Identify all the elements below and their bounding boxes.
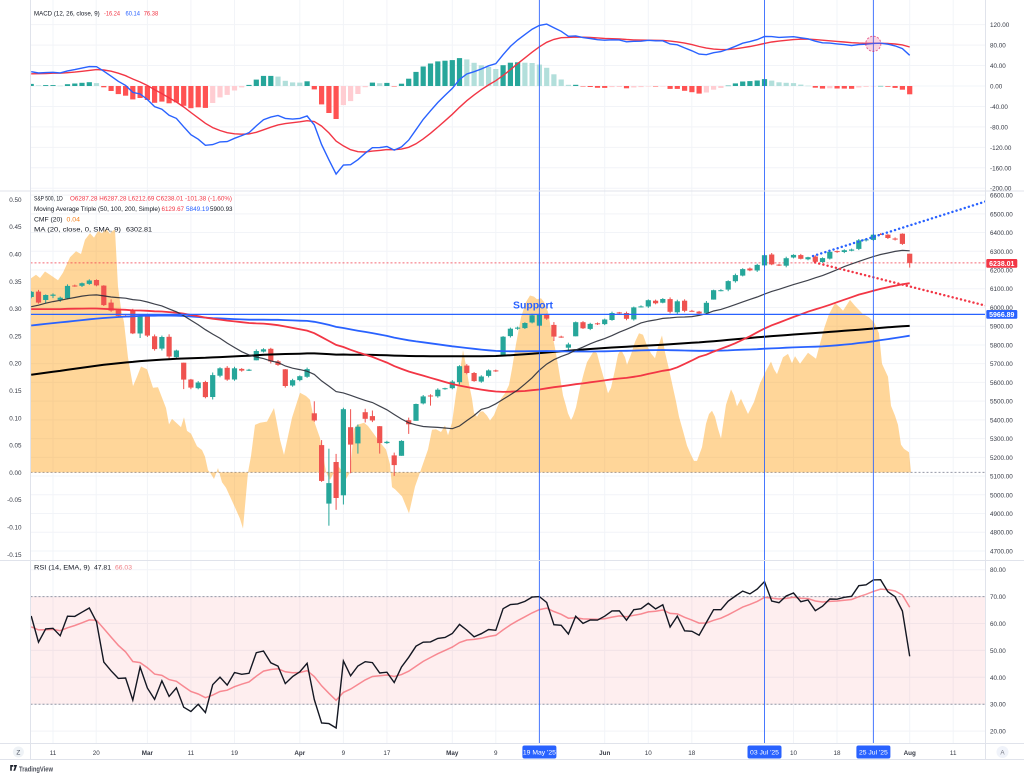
- svg-text:80.00: 80.00: [990, 567, 1006, 574]
- svg-text:5849.19: 5849.19: [186, 206, 209, 213]
- svg-text:-160.00: -160.00: [990, 165, 1012, 172]
- svg-text:0.20: 0.20: [9, 361, 22, 368]
- svg-text:5900.93: 5900.93: [210, 206, 233, 213]
- svg-text:11: 11: [50, 750, 57, 757]
- svg-text:6000.00: 6000.00: [990, 305, 1013, 312]
- svg-text:10: 10: [790, 750, 798, 757]
- svg-text:6200.00: 6200.00: [990, 268, 1013, 275]
- svg-text:40.00: 40.00: [990, 675, 1006, 682]
- svg-text:RSI (14, EMA, 9): RSI (14, EMA, 9): [34, 565, 90, 572]
- svg-text:50.00: 50.00: [990, 648, 1006, 655]
- svg-text:Z: Z: [16, 750, 20, 757]
- svg-text:40.00: 40.00: [990, 63, 1006, 70]
- svg-text:Apr: Apr: [294, 750, 305, 757]
- svg-text:60.00: 60.00: [990, 621, 1006, 628]
- svg-text:S&P 500, 1D: S&P 500, 1D: [34, 196, 63, 203]
- svg-text:6100.00: 6100.00: [990, 286, 1013, 293]
- svg-text:Support: Support: [513, 300, 553, 312]
- svg-text:0.00: 0.00: [9, 470, 22, 477]
- svg-text:0.45: 0.45: [9, 224, 22, 231]
- svg-text:5400.00: 5400.00: [990, 417, 1013, 424]
- svg-text:-80.00: -80.00: [990, 124, 1008, 131]
- svg-text:76.38: 76.38: [144, 10, 159, 17]
- svg-text:0.04: 0.04: [67, 216, 81, 223]
- svg-text:0.35: 0.35: [9, 279, 22, 286]
- svg-text:0.05: 0.05: [9, 443, 22, 450]
- svg-text:0.50: 0.50: [9, 197, 22, 204]
- svg-text:5600.00: 5600.00: [990, 380, 1013, 387]
- svg-text:5500.00: 5500.00: [990, 399, 1013, 406]
- svg-text:5000.00: 5000.00: [990, 492, 1013, 499]
- svg-text:A: A: [1000, 750, 1005, 757]
- svg-text:0.00: 0.00: [990, 84, 1003, 91]
- svg-text:03 Jul '25: 03 Jul '25: [750, 750, 779, 757]
- svg-text:6129.67: 6129.67: [162, 206, 185, 213]
- svg-text:-120.00: -120.00: [990, 145, 1012, 152]
- svg-text:19: 19: [231, 750, 239, 757]
- svg-text:-200.00: -200.00: [990, 186, 1012, 193]
- svg-text:19 May '25: 19 May '25: [523, 750, 556, 757]
- svg-text:70.00: 70.00: [990, 594, 1006, 601]
- svg-text:CMF (20): CMF (20): [34, 216, 63, 223]
- svg-text:20.00: 20.00: [990, 729, 1006, 736]
- svg-text:5800.00: 5800.00: [990, 342, 1013, 349]
- svg-text:Aug: Aug: [904, 750, 916, 757]
- svg-text:-0.15: -0.15: [7, 552, 22, 559]
- svg-text:25 Jul '25: 25 Jul '25: [859, 750, 888, 757]
- svg-text:5900.00: 5900.00: [990, 324, 1013, 331]
- svg-text:0.10: 0.10: [9, 415, 22, 422]
- svg-text:30.00: 30.00: [990, 702, 1006, 709]
- svg-text:11: 11: [950, 750, 957, 757]
- svg-text:9: 9: [494, 750, 498, 757]
- svg-text:0.30: 0.30: [9, 306, 22, 313]
- svg-text:5100.00: 5100.00: [990, 474, 1013, 481]
- svg-text:5300.00: 5300.00: [990, 436, 1013, 443]
- svg-text:6302.81: 6302.81: [126, 227, 152, 234]
- svg-text:-0.05: -0.05: [7, 497, 22, 504]
- svg-text:18: 18: [688, 750, 696, 757]
- svg-text:6600.00: 6600.00: [990, 193, 1013, 200]
- svg-text:5200.00: 5200.00: [990, 455, 1013, 462]
- svg-text:66.03: 66.03: [115, 565, 132, 572]
- svg-text:10: 10: [645, 750, 653, 757]
- svg-text:60.14: 60.14: [126, 10, 141, 17]
- svg-text:5700.00: 5700.00: [990, 361, 1013, 368]
- svg-text:18: 18: [833, 750, 841, 757]
- svg-text:4900.00: 4900.00: [990, 511, 1013, 518]
- svg-text:-16.24: -16.24: [104, 10, 120, 17]
- svg-text:5966.89: 5966.89: [989, 312, 1014, 319]
- svg-text:0.15: 0.15: [9, 388, 22, 395]
- svg-text:-40.00: -40.00: [990, 104, 1008, 111]
- svg-text:-0.10: -0.10: [7, 525, 22, 532]
- svg-text:120.00: 120.00: [990, 22, 1010, 29]
- svg-text:MA (20, close, 0, SMA, 9): MA (20, close, 0, SMA, 9): [34, 227, 121, 234]
- svg-text:6500.00: 6500.00: [990, 211, 1013, 218]
- svg-text:May: May: [446, 750, 459, 757]
- svg-text:9: 9: [342, 750, 346, 757]
- svg-text:TradingView: TradingView: [19, 765, 53, 774]
- svg-text:20: 20: [93, 750, 101, 757]
- svg-text:Moving Average Triple (50, 100: Moving Average Triple (50, 100, 200, Sim…: [34, 206, 160, 213]
- svg-text:Mar: Mar: [142, 750, 154, 757]
- svg-text:6300.00: 6300.00: [990, 249, 1013, 256]
- svg-text:80.00: 80.00: [990, 43, 1006, 50]
- svg-text:Jun: Jun: [599, 750, 610, 757]
- svg-text:0.25: 0.25: [9, 333, 22, 340]
- svg-text:11: 11: [188, 750, 195, 757]
- svg-text:6238.01: 6238.01: [989, 261, 1014, 268]
- svg-text:4700.00: 4700.00: [990, 549, 1013, 556]
- svg-text:17: 17: [383, 750, 391, 757]
- svg-text:6400.00: 6400.00: [990, 230, 1013, 237]
- svg-text:4800.00: 4800.00: [990, 530, 1013, 537]
- svg-text:0.40: 0.40: [9, 252, 22, 259]
- svg-text:MACD (12, 26, close, 9): MACD (12, 26, close, 9): [34, 10, 100, 17]
- svg-text:O6287.28 H6287.28 L6212.69 C62: O6287.28 H6287.28 L6212.69 C6238.01 -101…: [70, 196, 232, 203]
- svg-text:47.81: 47.81: [94, 565, 111, 572]
